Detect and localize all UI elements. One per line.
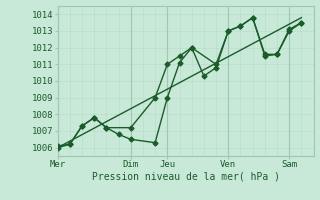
X-axis label: Pression niveau de la mer( hPa ): Pression niveau de la mer( hPa ) — [92, 172, 280, 182]
